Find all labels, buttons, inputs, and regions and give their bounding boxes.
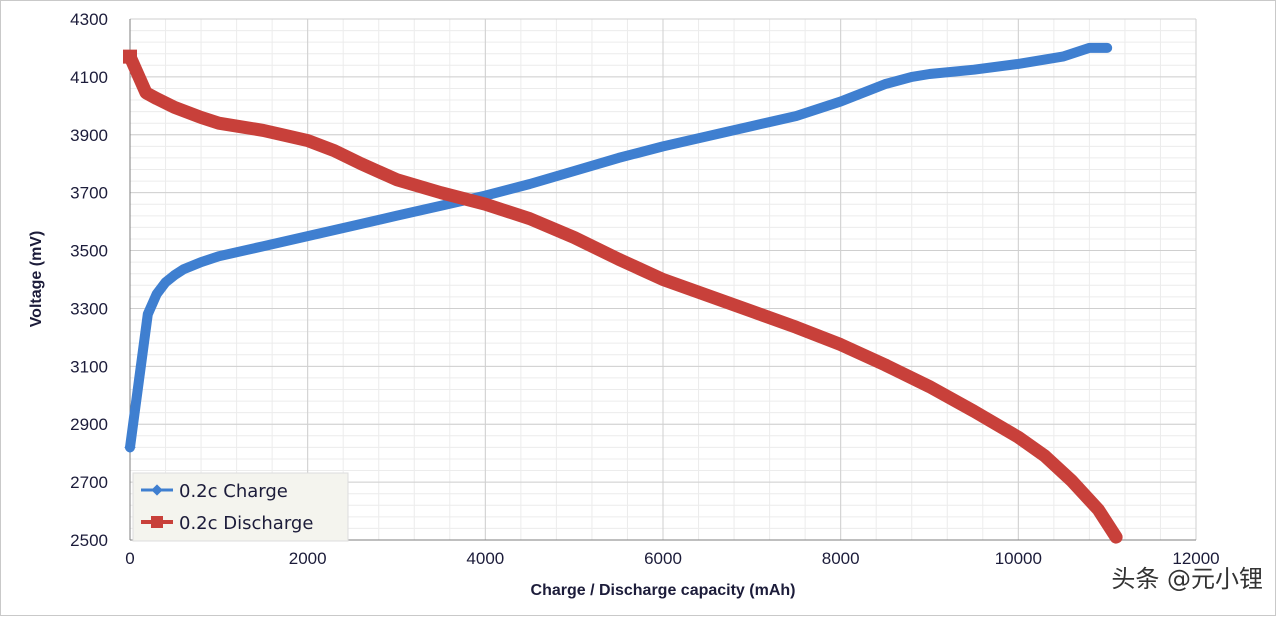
x-tick-label: 6000 — [644, 549, 682, 568]
charge-initial-segment — [128, 314, 150, 448]
y-tick-label: 4100 — [70, 68, 108, 87]
legend-charge-label: 0.2c Charge — [179, 481, 288, 502]
x-tick-label: 10000 — [995, 549, 1042, 568]
legend-box — [132, 472, 349, 542]
legend: 0.2c Charge 0.2c Discharge — [132, 472, 349, 542]
y-tick-label: 3100 — [70, 357, 108, 376]
x-tick-label: 0 — [125, 549, 134, 568]
legend-charge-marker — [151, 484, 163, 496]
charge-series-line — [125, 42, 1113, 453]
x-tick-label: 2000 — [289, 549, 327, 568]
series-layer — [123, 42, 1123, 544]
y-tick-label: 3700 — [70, 184, 108, 203]
discharge-start-marker — [123, 49, 137, 64]
y-tick-label: 2900 — [70, 415, 108, 434]
legend-discharge-marker — [151, 516, 163, 528]
y-tick-label: 2700 — [70, 473, 108, 492]
y-tick-label: 3500 — [70, 242, 108, 261]
y-tick-label: 4300 — [70, 10, 108, 29]
y-tick-label: 3300 — [70, 299, 108, 318]
x-tick-label: 4000 — [466, 549, 504, 568]
x-tick-labels: 0 2000 4000 6000 8000 10000 12000 — [125, 549, 1219, 568]
y-tick-label: 2500 — [70, 531, 108, 550]
y-axis-title: Voltage (mV) — [28, 231, 45, 328]
legend-discharge-label: 0.2c Discharge — [179, 513, 313, 534]
y-tick-labels: 2500 2700 2900 3100 3300 3500 3700 3900 4100 4300 — [70, 10, 108, 550]
y-tick-label: 3900 — [70, 126, 108, 145]
x-axis-title: Charge / Discharge capacity (mAh) — [531, 582, 796, 599]
discharge-series-line — [123, 50, 1123, 544]
watermark-text: 头条 @元小锂 — [1111, 565, 1263, 593]
x-tick-label: 8000 — [822, 549, 860, 568]
x-tick-label: 12000 — [1172, 549, 1219, 568]
